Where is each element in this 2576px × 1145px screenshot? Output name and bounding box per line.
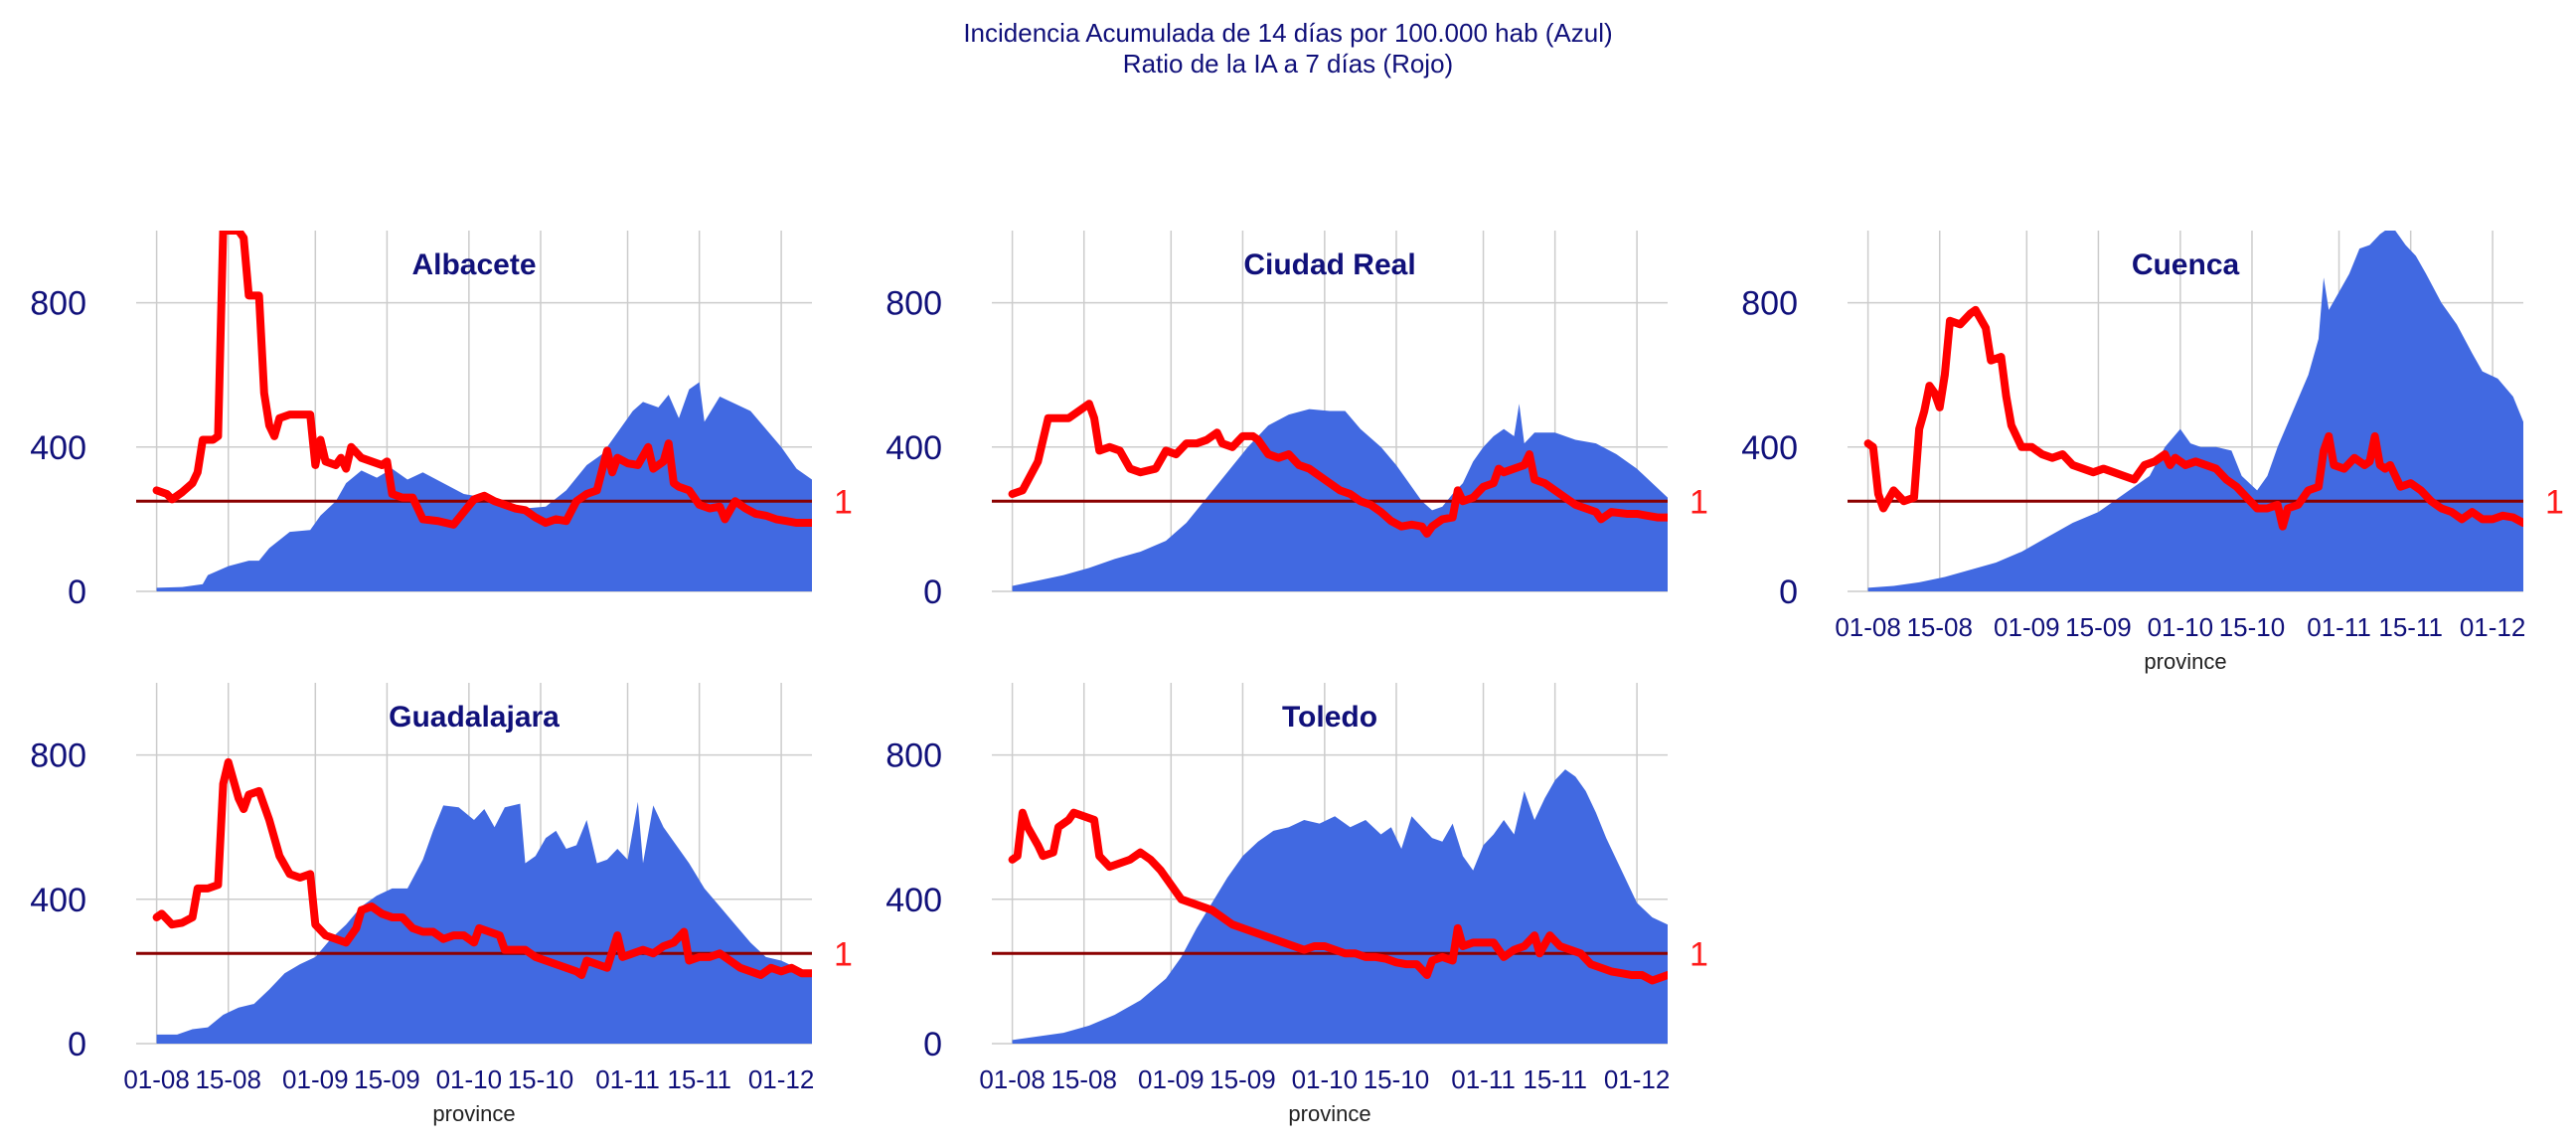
y-tick-label: 400 — [30, 429, 86, 467]
incidence-area — [1867, 231, 2523, 591]
x-tick-label: 15-11 — [667, 1064, 731, 1094]
panel-title: Guadalajara — [389, 701, 560, 734]
facet-panels: 1 Albacete 0 400 800 1 Ciudad Real 0 400 800 1 Cuen… — [30, 231, 2564, 1126]
x-tick-label: 01-09 — [1138, 1064, 1205, 1094]
panel-title: Albacete — [411, 248, 536, 281]
x-tick-label: 15-09 — [2065, 612, 2132, 642]
x-tick-label: 15-10 — [508, 1064, 574, 1094]
chart-title-line2: Ratio de la IA a 7 días (Rojo) — [1123, 49, 1453, 79]
x-tick-label: 15-10 — [1364, 1064, 1430, 1094]
x-tick-label: 01-10 — [436, 1064, 503, 1094]
panel-title: Ciudad Real — [1243, 248, 1415, 281]
ratio-line — [152, 231, 812, 529]
facet-panel-guadalajara: 1 Guadalajara 0 400 800 01-08 15-08 01-09 15-09 0… — [30, 683, 853, 1126]
x-tick-label: 15-09 — [1209, 1064, 1276, 1094]
incidence-area — [1012, 769, 1668, 1044]
y-tick-label: 800 — [886, 737, 942, 775]
y-tick-label: 0 — [68, 573, 86, 611]
x-tick-label: 15-08 — [195, 1064, 261, 1094]
x-tick-label: 01-11 — [595, 1064, 660, 1094]
y-tick-label: 400 — [30, 882, 86, 919]
facet-panel-albacete: 1 Albacete 0 400 800 — [30, 231, 853, 611]
x-tick-label: 01-12 — [2460, 612, 2526, 642]
incidence-area — [156, 382, 812, 591]
x-tick-label: 01-10 — [2148, 612, 2214, 642]
panel-title: Toledo — [1282, 701, 1377, 734]
x-axis-label: province — [1288, 1101, 1370, 1126]
y-tick-label: 0 — [923, 1026, 942, 1063]
facet-panel-ciudad-real: 1 Ciudad Real 0 400 800 — [886, 231, 1708, 611]
x-tick-label: 01-11 — [1451, 1064, 1516, 1094]
y-tick-label: 800 — [30, 737, 86, 775]
reference-line-label: 1 — [1690, 935, 1708, 973]
reference-line-label: 1 — [1690, 483, 1708, 521]
x-tick-label: 15-11 — [2378, 612, 2443, 642]
x-tick-label: 01-12 — [1604, 1064, 1671, 1094]
x-tick-label: 15-10 — [2219, 612, 2286, 642]
x-tick-label: 01-10 — [1292, 1064, 1359, 1094]
y-tick-label: 0 — [68, 1026, 86, 1063]
incidence-area — [156, 801, 812, 1044]
x-tick-label: 15-08 — [1050, 1064, 1117, 1094]
y-tick-label: 800 — [30, 285, 86, 323]
x-axis-label: province — [2144, 649, 2226, 674]
y-tick-label: 800 — [886, 285, 942, 323]
x-tick-label: 15-11 — [1523, 1064, 1587, 1094]
incidence-area — [1012, 404, 1668, 591]
reference-line-label: 1 — [834, 483, 853, 521]
y-tick-label: 800 — [1741, 285, 1798, 323]
x-tick-label: 15-09 — [354, 1064, 420, 1094]
y-tick-label: 400 — [886, 429, 942, 467]
panel-title: Cuenca — [2132, 248, 2240, 281]
ratio-line — [1863, 305, 2523, 531]
reference-line-label: 1 — [2545, 483, 2564, 521]
y-tick-label: 0 — [1779, 573, 1798, 611]
x-tick-label: 01-08 — [123, 1064, 190, 1094]
ratio-line — [152, 757, 812, 980]
y-tick-label: 400 — [1741, 429, 1798, 467]
x-tick-label: 01-08 — [979, 1064, 1046, 1094]
x-tick-label: 01-08 — [1835, 612, 1901, 642]
x-axis-label: province — [432, 1101, 515, 1126]
y-tick-label: 400 — [886, 882, 942, 919]
x-tick-label: 01-11 — [2307, 612, 2371, 642]
x-tick-label: 01-09 — [1994, 612, 2060, 642]
ratio-line — [1008, 808, 1668, 985]
reference-line-label: 1 — [834, 935, 853, 973]
y-tick-label: 0 — [923, 573, 942, 611]
chart-title-line1: Incidencia Acumulada de 14 días por 100.… — [963, 18, 1612, 48]
ratio-line — [1008, 400, 1668, 538]
x-tick-label: 01-09 — [282, 1064, 349, 1094]
x-tick-label: 15-08 — [1906, 612, 1973, 642]
x-tick-label: 01-12 — [748, 1064, 815, 1094]
